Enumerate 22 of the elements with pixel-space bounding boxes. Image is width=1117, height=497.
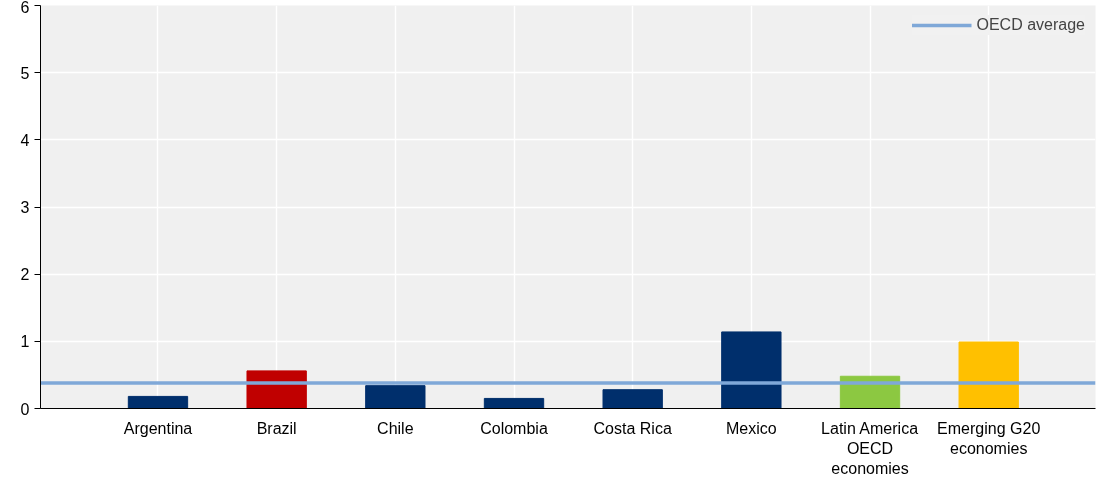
bar <box>483 397 545 409</box>
x-tick-label: Mexico <box>726 419 777 437</box>
x-tick-label: Costa Rica <box>593 419 672 437</box>
x-tick-label: Argentina <box>123 419 193 437</box>
y-tick-label: 0 <box>20 400 30 418</box>
x-tick-label: Brazil <box>256 419 297 437</box>
y-tick-label: 5 <box>20 64 30 82</box>
y-tick-label: 4 <box>20 131 30 149</box>
bar <box>127 395 189 409</box>
y-tick-label: 6 <box>20 0 30 16</box>
x-tick-label: Chile <box>377 419 414 437</box>
bar <box>958 341 1019 409</box>
x-tick-label: Colombia <box>480 419 548 437</box>
y-tick-label: 1 <box>20 333 30 351</box>
bar <box>365 385 426 409</box>
legend-label: OECD average <box>976 16 1085 34</box>
y-tick-label: 3 <box>20 199 30 216</box>
y-tick-label: 2 <box>20 266 30 284</box>
bar <box>602 389 663 409</box>
x-tick-label: Emerging G20 economies <box>937 419 1041 457</box>
bar <box>721 331 782 409</box>
x-tick-label: Latin America OECD economies <box>821 419 919 478</box>
